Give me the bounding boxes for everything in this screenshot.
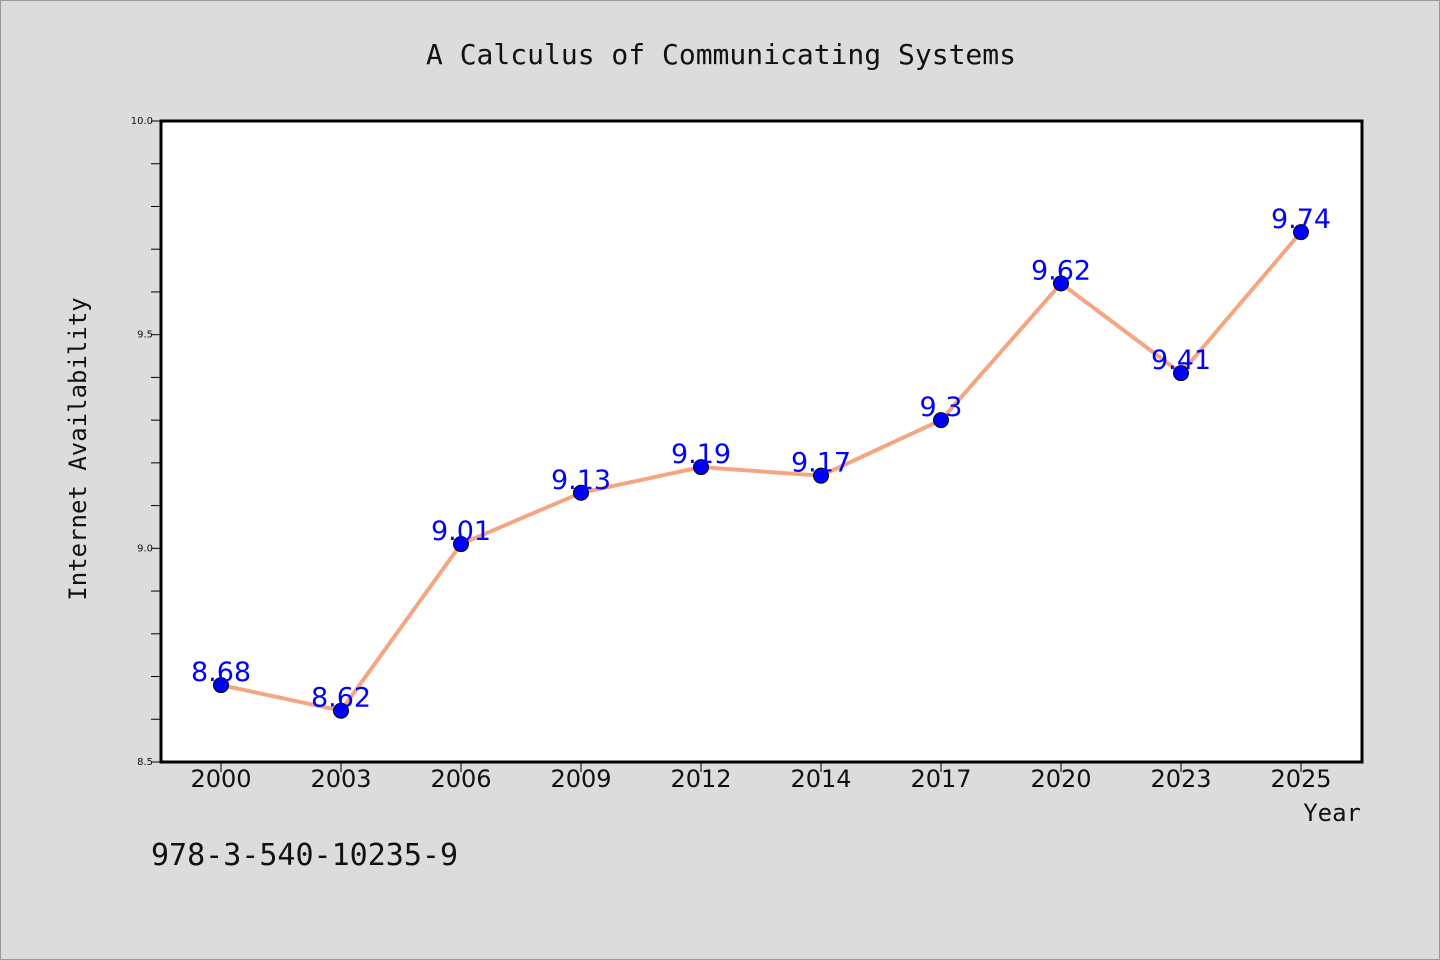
y-axis-label: Internet Availability (64, 297, 92, 600)
data-label: 9.01 (431, 516, 491, 547)
data-label: 9.19 (671, 439, 731, 470)
data-label: 9.62 (1031, 255, 1091, 286)
plot-frame (159, 119, 1364, 764)
y-tick-label: 10.0 (131, 116, 153, 127)
data-label: 8.62 (311, 683, 371, 714)
data-label: 9.41 (1151, 345, 1211, 376)
x-tick-label: 2017 (910, 765, 971, 793)
series-line (220, 230, 1303, 713)
data-label: 9.3 (920, 392, 963, 423)
y-tick-label: 8.5 (137, 757, 153, 768)
data-point (213, 677, 229, 694)
data-point (1293, 224, 1309, 241)
plot-area (161, 121, 1362, 762)
y-axis-ticks: 8.5 9.0 9.5 10.0 (131, 116, 161, 768)
data-labels: 8.68 8.62 9.01 9.13 9.19 9.17 9.3 9.62 9.41 9.74 (191, 204, 1331, 714)
x-tick-label: 2025 (1270, 765, 1331, 793)
data-label: 9.74 (1271, 204, 1331, 235)
data-point (693, 459, 709, 476)
x-axis-label: Year (1303, 799, 1361, 827)
data-point (1053, 275, 1069, 292)
data-point (1173, 365, 1189, 382)
data-label: 8.68 (191, 657, 251, 688)
y-tick-label: 9.0 (137, 543, 153, 554)
x-tick-label: 2009 (550, 765, 611, 793)
y-tick-label: 9.5 (137, 330, 153, 341)
x-tick-label: 2020 (1030, 765, 1091, 793)
x-axis-ticks: 2000 2003 2006 2009 2012 2014 2017 2020 2023 2025 (190, 762, 1332, 793)
x-tick-label: 2003 (310, 765, 371, 793)
x-tick-label: 2014 (790, 765, 851, 793)
data-point (933, 412, 949, 429)
x-tick-label: 2023 (1150, 765, 1211, 793)
series-markers (213, 224, 1309, 719)
data-point (333, 702, 349, 719)
data-point (813, 467, 829, 484)
x-tick-label: 2000 (190, 765, 251, 793)
chart-title: A Calculus of Communicating Systems (426, 38, 1016, 71)
x-tick-label: 2012 (670, 765, 731, 793)
data-label: 9.13 (551, 465, 611, 496)
isbn-footnote: 978-3-540-10235-9 (151, 838, 458, 873)
x-tick-label: 2006 (430, 765, 491, 793)
data-label: 9.17 (791, 448, 851, 479)
data-point (453, 536, 469, 553)
data-point (573, 484, 589, 501)
